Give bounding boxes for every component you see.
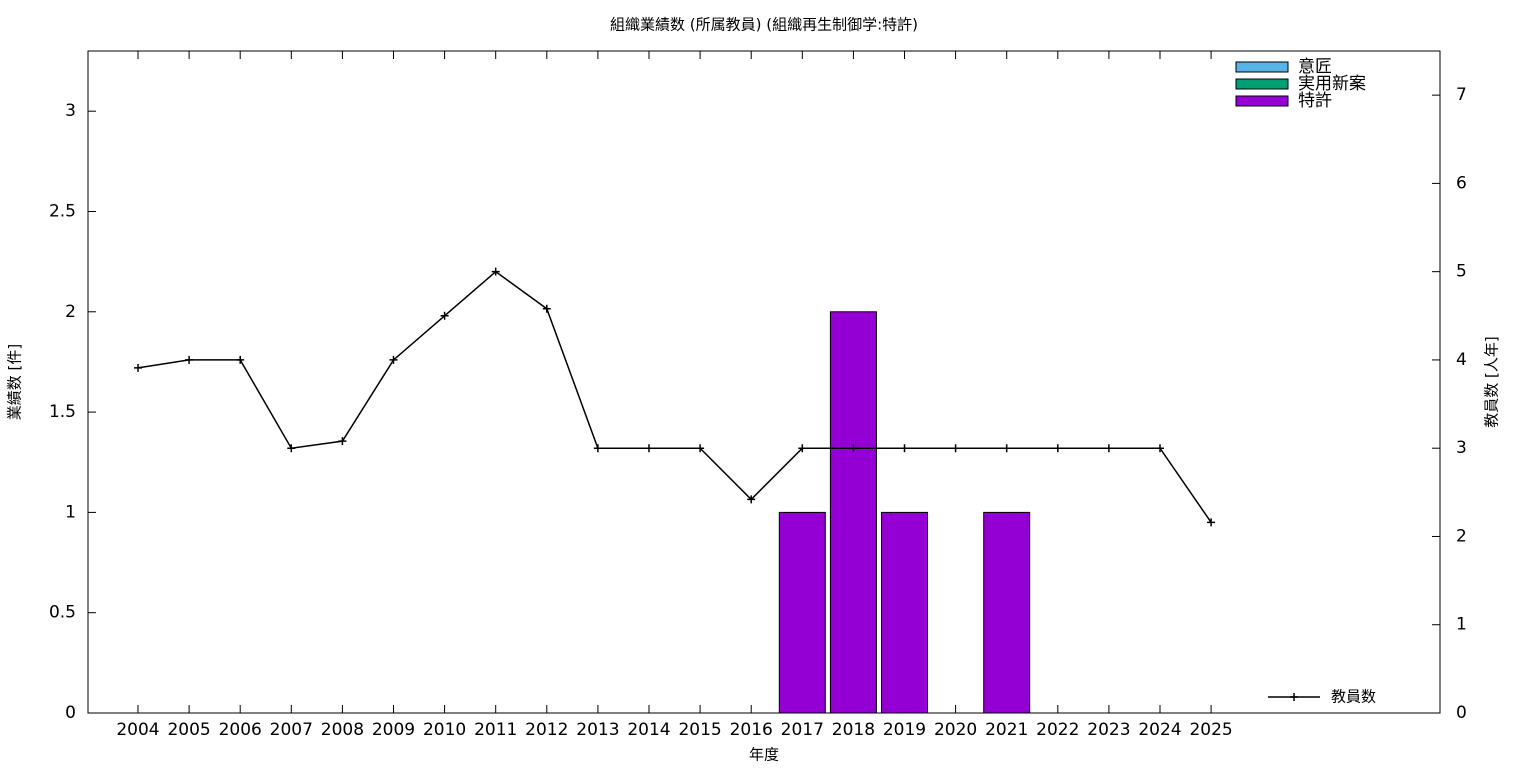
x-tick-label: 2008 [321,720,364,740]
legend-swatch [1235,61,1289,73]
point [747,495,756,504]
point [236,355,245,364]
point [1104,444,1113,453]
x-tick-label: 2013 [576,720,619,740]
point [134,363,142,372]
chart-title: 組織業績数 (所属教員) (組織再生制御学:特許) [610,16,918,34]
x-tick-label: 2023 [1087,720,1130,740]
x-tick-label: 2020 [934,720,977,740]
point [593,444,602,453]
point [798,444,807,453]
bar [983,511,1031,714]
y2-tick-label: 6 [1456,173,1467,193]
y-tick-label: 0 [65,703,76,723]
bar [881,511,928,714]
x-tick-label: 2021 [985,720,1028,740]
y2-axis-label: 教員数 [人年] [1483,336,1501,427]
x-tick-label: 2016 [730,720,773,740]
x-tick-label: 2022 [1036,720,1079,740]
legend-point [1290,693,1298,701]
x-tick-label: 2024 [1138,720,1181,740]
y-axis-label: 業績数 [件] [6,344,24,420]
x-tick-label: 2005 [167,720,210,740]
point [1002,444,1011,453]
x-tick-label: 2010 [423,720,466,740]
point [542,304,551,313]
x-tick-label: 2011 [474,720,517,740]
y-tick-label: 1 [65,502,76,522]
y-tick-label: 0.5 [49,603,76,623]
y2-tick-label: 2 [1456,526,1467,546]
x-tick-label: 2012 [525,720,568,740]
point [645,444,653,453]
point [900,444,909,453]
x-tick-label: 2007 [270,720,313,740]
y2-tick-label: 1 [1456,615,1467,635]
x-tick-label: 2006 [219,720,262,740]
legend-label: 意匠 [1298,57,1332,77]
x-tick-label: 2015 [678,720,721,740]
legend-label: 特許 [1298,91,1332,111]
line [137,270,1212,523]
x-tick-label: 2004 [116,720,159,740]
point [1053,444,1062,453]
point [287,444,296,453]
point [389,355,398,364]
x-tick-label: 2017 [781,720,824,740]
y-tick-label: 3 [65,101,76,121]
y-tick-label: 2.5 [49,201,76,221]
y2-tick-label: 5 [1456,262,1467,282]
legend-swatch [1235,78,1289,90]
y2-tick-label: 7 [1456,85,1467,105]
y-tick-label: 2 [65,302,76,322]
x-axis-label: 年度 [749,746,779,764]
x-tick-label: 2014 [627,720,670,740]
point [951,444,960,453]
x-tick-label: 2018 [832,720,875,740]
bar [778,511,826,714]
y2-tick-label: 0 [1456,703,1467,723]
point [696,444,705,453]
point [185,355,194,364]
legend-swatch [1235,95,1289,107]
x-tick-label: 2009 [372,720,415,740]
point [1207,518,1216,527]
point [849,444,858,453]
bar [829,311,877,714]
y2-tick-label: 4 [1456,350,1467,370]
x-tick-label: 2025 [1189,720,1232,740]
x-tick-label: 2019 [883,720,926,740]
point [440,311,449,320]
plot-border [87,50,1441,714]
y2-tick-label: 3 [1456,438,1467,458]
legend-label: 実用新案 [1298,74,1366,94]
point [1156,444,1164,453]
legend-label: 教員数 [1331,688,1376,706]
point [491,267,500,276]
y-tick-label: 1.5 [49,402,76,422]
point [338,437,347,446]
